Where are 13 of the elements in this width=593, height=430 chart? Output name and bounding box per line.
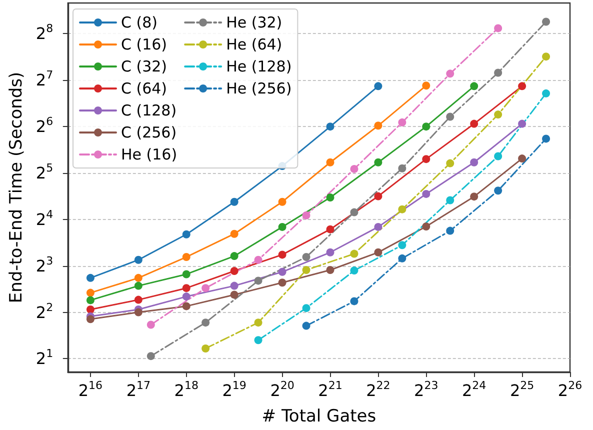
legend-label: C (128) — [121, 102, 177, 120]
legend-label: He (256) — [226, 80, 292, 98]
x-axis-title: # Total Gates — [262, 406, 376, 426]
legend-label: C (256) — [121, 124, 177, 142]
legend-label: He (16) — [121, 146, 178, 164]
legend-label: He (128) — [226, 58, 292, 76]
legend-label: C (16) — [121, 36, 168, 54]
legend-label: C (8) — [121, 14, 158, 32]
legend-label: C (32) — [121, 58, 168, 76]
legend-label: He (32) — [226, 14, 282, 32]
y-axis-title: End-to-End Time (Seconds) — [6, 72, 26, 304]
legend-label: C (64) — [121, 80, 168, 98]
legend-label: He (64) — [226, 36, 282, 54]
